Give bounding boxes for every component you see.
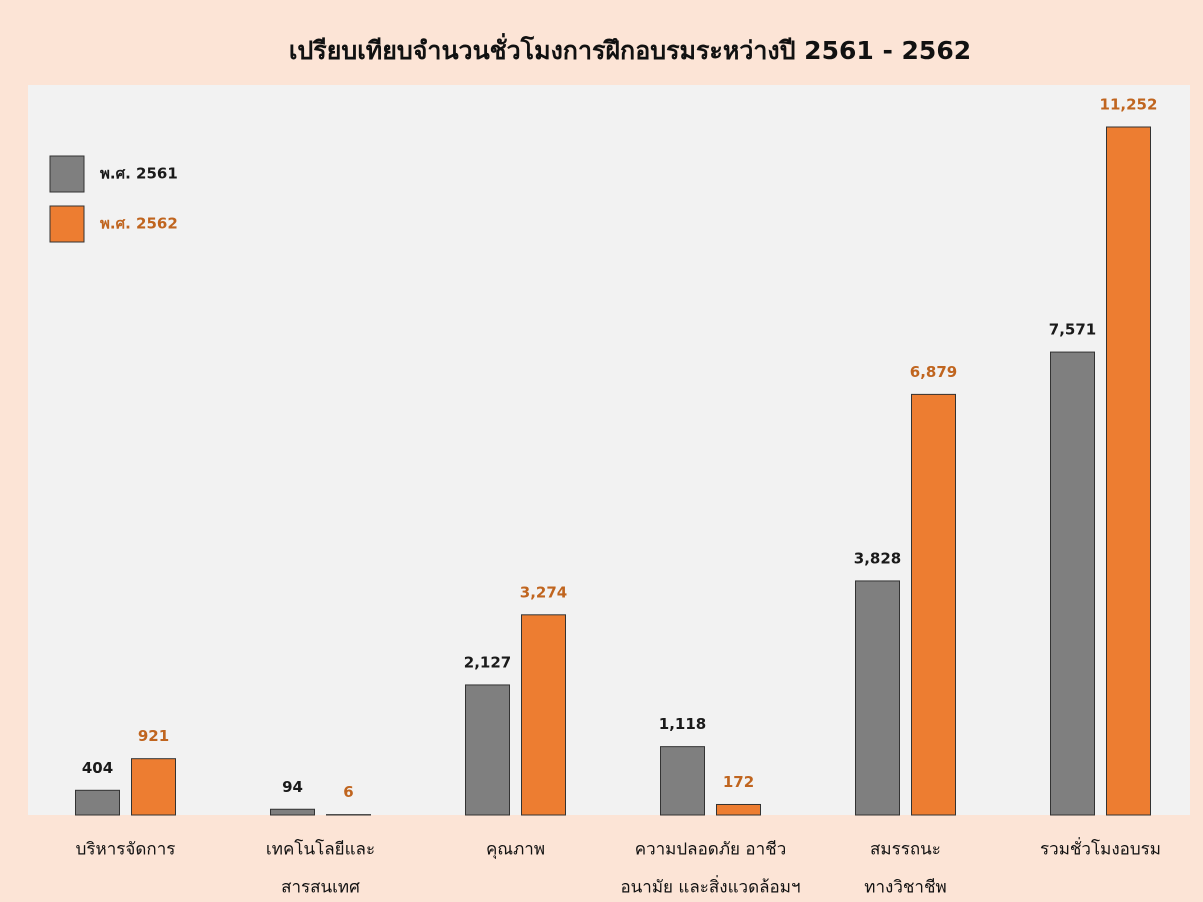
x-tick-label: สมรรถนะ	[870, 840, 941, 860]
x-tick-label: ทางวิชาชีพ	[864, 878, 946, 898]
bar	[521, 614, 566, 816]
bar	[270, 808, 315, 816]
legend-swatch	[49, 205, 85, 243]
bar	[1050, 351, 1095, 816]
plot-area	[28, 85, 1190, 815]
legend-label: พ.ศ. 2561	[100, 165, 178, 183]
x-tick-label: เทคโนโลยีและ	[266, 839, 375, 860]
bar	[465, 684, 510, 816]
x-tick-label: คุณภาพ	[486, 840, 545, 860]
data-label: 94	[282, 778, 303, 796]
bar	[911, 393, 956, 816]
bar	[855, 580, 900, 816]
bar	[1106, 126, 1151, 816]
data-label: 921	[138, 727, 169, 745]
data-label: 11,252	[1100, 96, 1158, 114]
data-label: 6,879	[910, 363, 957, 381]
x-tick-label: บริหารจัดการ	[76, 840, 176, 860]
x-tick-label: สารสนเทศ	[281, 878, 360, 898]
data-label: 404	[82, 759, 113, 777]
data-label: 172	[723, 773, 754, 791]
data-label: 3,828	[854, 549, 901, 567]
bar	[716, 803, 761, 816]
bar	[131, 758, 176, 816]
bar	[660, 746, 705, 816]
data-label: 1,118	[659, 715, 706, 733]
x-tick-label: รวมชั่วโมงอบรม	[1040, 837, 1161, 860]
bar	[75, 789, 120, 816]
chart-title: เปรียบเทียบจำนวนชั่วโมงการฝึกอบรมระหว่าง…	[289, 33, 971, 65]
x-tick-label: ความปลอดภัย อาชีว	[635, 840, 787, 860]
data-label: 6	[343, 783, 353, 801]
legend-swatch	[49, 155, 85, 193]
data-label: 7,571	[1049, 321, 1096, 339]
data-label: 2,127	[464, 653, 511, 671]
x-tick-label: อนามัย และสิ่งแวดล้อมฯ	[620, 875, 800, 898]
data-label: 3,274	[520, 583, 567, 601]
legend-label: พ.ศ. 2562	[100, 215, 178, 233]
